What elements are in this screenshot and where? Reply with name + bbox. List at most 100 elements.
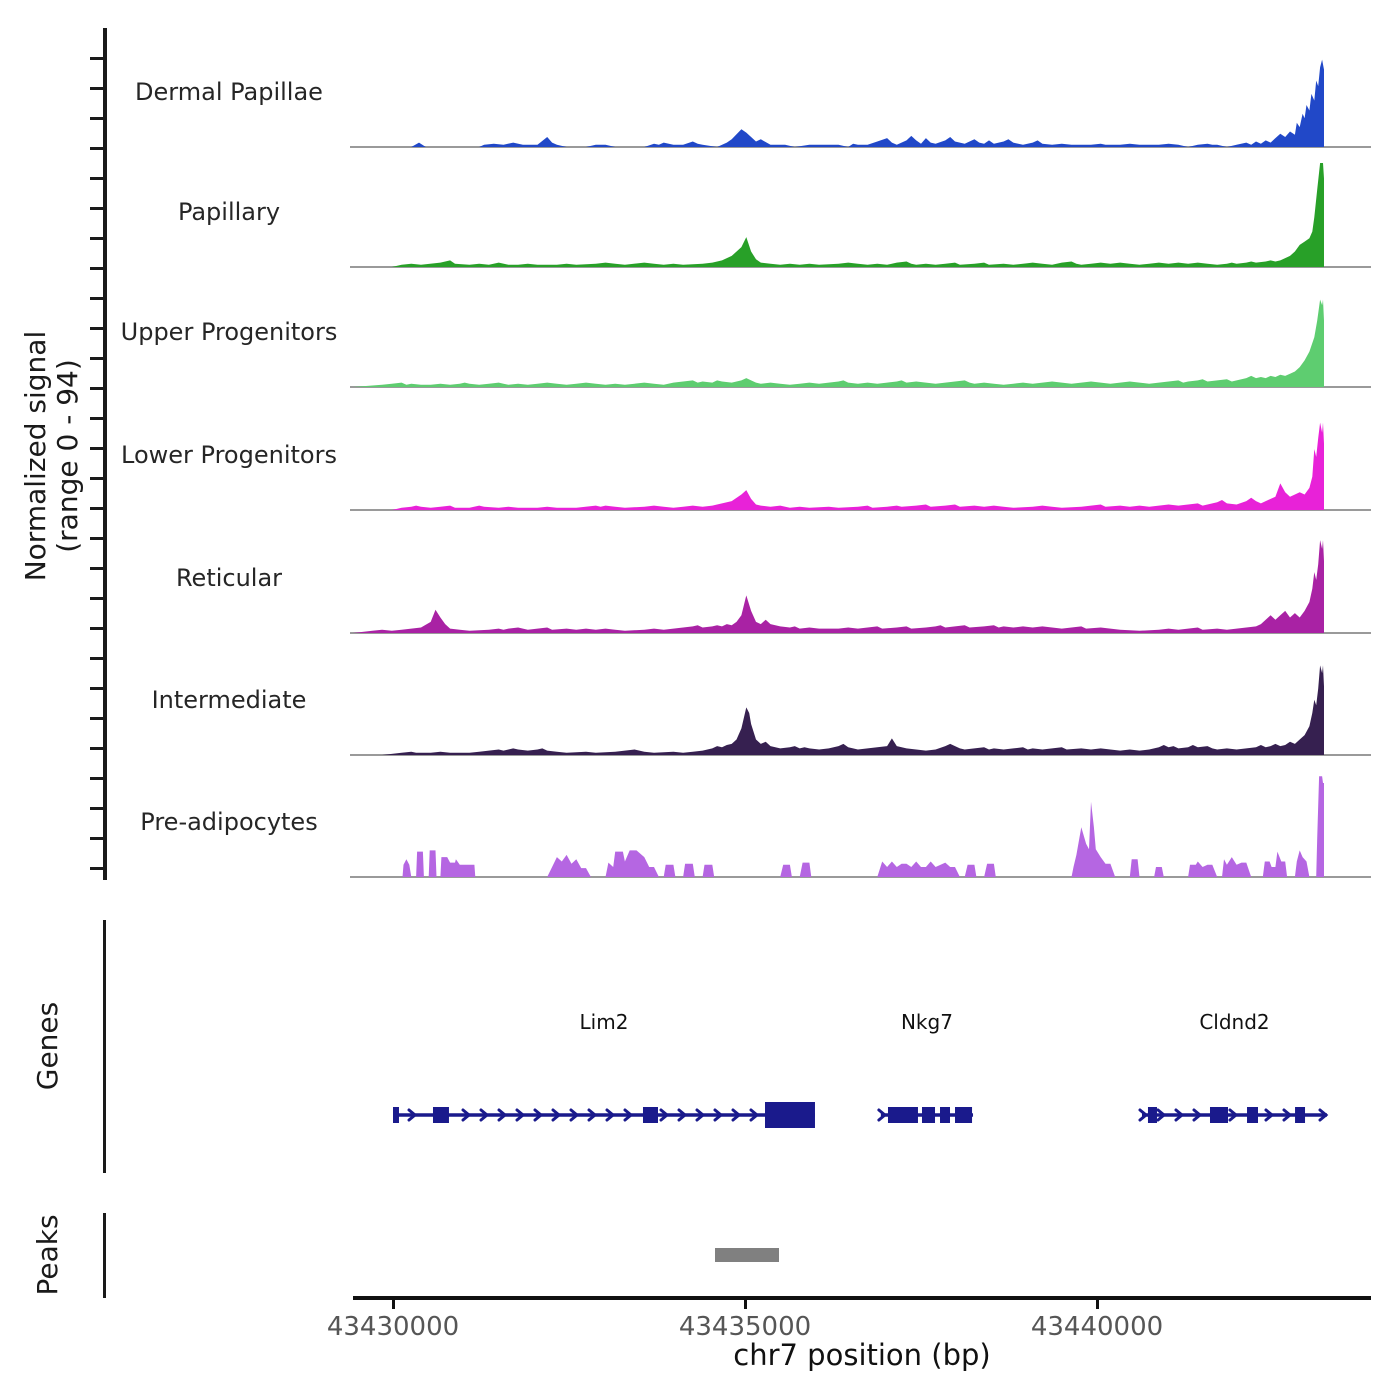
signal-y-tick	[90, 237, 104, 240]
signal-area-pre-adipocytes	[353, 776, 1324, 877]
x-axis-tick-label: 43440000	[1030, 1312, 1164, 1342]
signal-y-tick	[90, 417, 104, 420]
gene-model-nkg7	[877, 1107, 974, 1123]
signal-y-tick	[90, 447, 104, 450]
x-axis-tick	[743, 1299, 747, 1309]
signal-track-upper-progenitors	[353, 299, 1324, 387]
track-label-dermal-papillae: Dermal Papillae	[135, 78, 323, 106]
signal-track-dermal-papillae	[353, 59, 1324, 147]
genes-axis-line	[103, 920, 106, 1173]
signal-y-tick	[90, 267, 104, 270]
gene-model-cldnd2	[1138, 1107, 1329, 1123]
signal-y-tick	[90, 687, 104, 690]
strand-arrow-icon	[587, 1108, 598, 1122]
x-axis-tick	[391, 1299, 395, 1309]
signal-y-tick	[90, 717, 104, 720]
gene-exon	[642, 1107, 658, 1123]
y-axis-label-line2: (range 0 - 94)	[51, 359, 84, 553]
signal-y-tick	[90, 807, 104, 810]
strand-arrow-icon	[461, 1108, 472, 1122]
strand-arrow-icon	[497, 1108, 508, 1122]
signal-y-tick	[90, 87, 104, 90]
signal-track-papillary	[353, 163, 1324, 267]
signal-y-tick	[90, 747, 104, 750]
strand-arrow-icon	[407, 1108, 418, 1122]
strand-arrow-icon	[551, 1108, 562, 1122]
signal-y-tick	[90, 477, 104, 480]
track-baseline-reticular	[350, 632, 1371, 634]
track-baseline-pre-adipocytes	[350, 876, 1371, 878]
gene-label-lim2: Lim2	[579, 1010, 629, 1034]
track-baseline-papillary	[350, 266, 1371, 268]
strand-arrow-icon	[605, 1108, 616, 1122]
gene-exon	[432, 1107, 449, 1123]
gene-exon	[1247, 1107, 1259, 1123]
x-axis-tick	[1095, 1299, 1099, 1309]
gene-exon	[940, 1107, 951, 1123]
x-axis-tick-label: 43430000	[326, 1312, 460, 1342]
strand-arrow-icon	[1318, 1108, 1329, 1122]
signal-y-tick	[90, 567, 104, 570]
signal-track-lower-progenitors	[353, 422, 1324, 510]
track-label-pre-adipocytes: Pre-adipocytes	[140, 808, 318, 836]
signal-area-reticular	[353, 540, 1324, 633]
signal-y-tick	[90, 117, 104, 120]
peak-rect	[715, 1248, 780, 1262]
gene-exon	[955, 1107, 973, 1123]
strand-arrow-icon	[877, 1108, 888, 1122]
strand-arrow-icon	[623, 1108, 634, 1122]
gene-exon	[1147, 1107, 1157, 1123]
gene-exon	[887, 1107, 918, 1123]
strand-arrow-icon	[479, 1108, 490, 1122]
gene-label-nkg7: Nkg7	[900, 1010, 953, 1034]
signal-track-reticular	[353, 540, 1324, 633]
signal-y-tick	[90, 297, 104, 300]
x-axis-line	[353, 1296, 1371, 1300]
strand-arrow-icon	[1156, 1108, 1167, 1122]
signal-y-tick	[90, 507, 104, 510]
signal-y-tick	[90, 177, 104, 180]
peaks-section-label: Peaks	[31, 1214, 64, 1296]
signal-y-tick	[90, 147, 104, 150]
signal-y-axis-line	[103, 28, 107, 880]
signal-area-lower-progenitors	[353, 422, 1324, 510]
genes-section-label: Genes	[31, 1001, 64, 1091]
y-axis-label-line1: Normalized signal	[19, 330, 52, 582]
track-baseline-lower-progenitors	[350, 509, 1371, 511]
gene-exon	[393, 1107, 399, 1123]
strand-arrow-icon	[1264, 1108, 1275, 1122]
strand-arrow-icon	[677, 1108, 688, 1122]
track-label-upper-progenitors: Upper Progenitors	[120, 318, 338, 346]
track-baseline-dermal-papillae	[350, 146, 1371, 148]
strand-arrow-icon	[749, 1108, 760, 1122]
track-baseline-upper-progenitors	[350, 386, 1371, 388]
gene-models-track	[393, 1102, 1329, 1128]
signal-y-tick	[90, 657, 104, 660]
x-axis-title: chr7 position (bp)	[733, 1338, 991, 1372]
gene-exon	[1209, 1107, 1229, 1123]
peaks-axis-line	[103, 1213, 106, 1298]
gene-model-lim2	[393, 1102, 815, 1128]
track-label-papillary: Papillary	[177, 198, 281, 226]
strand-arrow-icon	[515, 1108, 526, 1122]
strand-arrow-icon	[659, 1108, 670, 1122]
signal-area-dermal-papillae	[353, 59, 1324, 147]
gene-label-cldnd2: Cldnd2	[1199, 1010, 1270, 1034]
gene-exon	[921, 1107, 936, 1123]
gene-exon	[764, 1102, 815, 1128]
signal-y-tick	[90, 837, 104, 840]
signal-area-intermediate	[353, 665, 1324, 755]
strand-arrow-icon	[731, 1108, 742, 1122]
strand-arrow-icon	[533, 1108, 544, 1122]
track-label-lower-progenitors: Lower Progenitors	[121, 441, 337, 469]
signal-y-tick	[90, 327, 104, 330]
strand-arrow-icon	[713, 1108, 724, 1122]
signal-track-intermediate	[353, 665, 1324, 755]
signal-y-tick	[90, 777, 104, 780]
signal-y-tick	[90, 627, 104, 630]
track-label-reticular: Reticular	[175, 564, 283, 592]
y-axis-label: Normalized signal (range 0 - 94)	[19, 176, 84, 736]
signal-y-tick	[90, 597, 104, 600]
track-baseline-intermediate	[350, 754, 1371, 756]
